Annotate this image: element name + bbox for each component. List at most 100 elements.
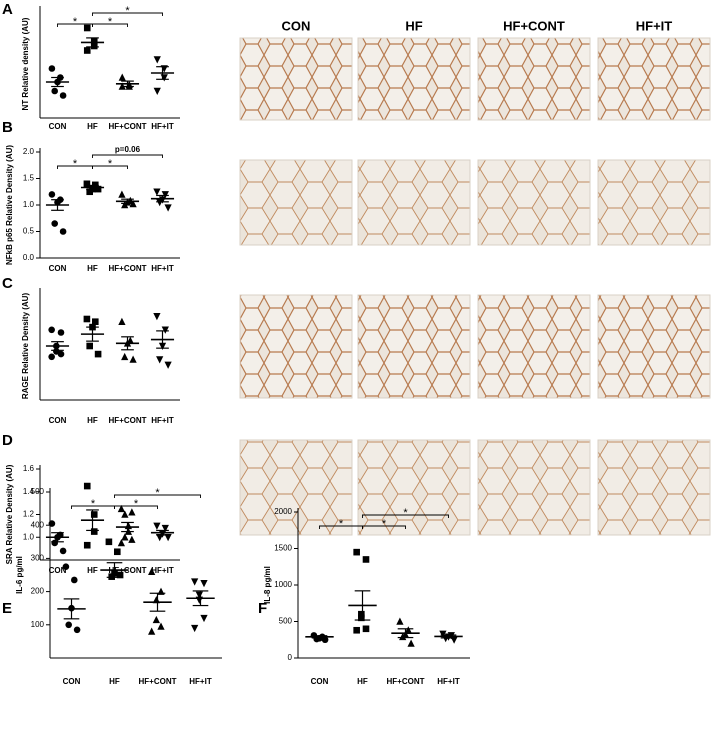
micrograph — [597, 439, 711, 536]
data-point — [116, 571, 124, 579]
data-point — [161, 326, 169, 334]
micrograph — [597, 294, 711, 399]
data-point — [59, 228, 67, 235]
x-tick-label: HF+IT — [151, 122, 174, 131]
data-point — [121, 510, 129, 518]
y-tick-label: 1.5 — [23, 174, 35, 183]
data-point — [118, 73, 126, 81]
x-tick-label: HF — [357, 677, 368, 686]
panel-letter: D — [2, 432, 13, 449]
data-point — [200, 580, 208, 588]
significance-bracket — [114, 494, 201, 498]
y-axis-label: NT Relative density (AU) — [21, 17, 30, 110]
x-tick-label: HF+CONT — [109, 416, 147, 425]
x-tick-label: HF+CONT — [109, 264, 147, 273]
data-point — [153, 522, 161, 530]
data-point — [71, 576, 78, 584]
significance-label: p=0.06 — [115, 145, 141, 154]
y-axis-label: NFkB p65 Relative Density (AU) — [5, 145, 14, 265]
data-point — [121, 533, 129, 541]
panel-letter: F — [258, 600, 267, 617]
data-point — [353, 626, 360, 634]
y-axis-label: IL-6 pg/ml — [15, 556, 24, 594]
data-point — [48, 65, 56, 72]
significance-label: * — [134, 498, 139, 510]
y-tick-label: 2.0 — [23, 147, 35, 156]
data-point — [156, 356, 164, 364]
x-tick-label: HF — [87, 416, 98, 425]
y-axis-label: IL-8 pg/ml — [263, 566, 272, 604]
data-point — [439, 630, 447, 638]
data-point — [86, 342, 93, 350]
x-tick-label: CON — [49, 122, 67, 131]
data-point — [57, 329, 65, 336]
y-tick-label: 0.0 — [23, 253, 35, 262]
data-point — [83, 482, 91, 490]
data-point — [164, 204, 172, 212]
data-point — [191, 578, 199, 586]
x-tick-label: HF+CONT — [139, 677, 177, 686]
data-point — [90, 511, 98, 518]
data-point — [153, 313, 161, 321]
micrograph — [477, 37, 591, 121]
x-tick-label: HF — [87, 122, 98, 131]
x-tick-label: CON — [49, 566, 67, 575]
data-point — [161, 191, 169, 199]
image-column-header: HF+CONT — [503, 18, 565, 33]
x-tick-label: HF — [87, 264, 98, 273]
micrograph — [239, 37, 353, 121]
y-tick-label: 500 — [31, 487, 45, 496]
data-point — [153, 56, 161, 64]
micrograph — [597, 37, 711, 121]
micrograph — [239, 439, 353, 536]
data-point — [148, 627, 156, 635]
data-point — [48, 326, 55, 334]
data-point — [57, 350, 65, 358]
data-point — [48, 191, 56, 198]
data-point — [152, 595, 160, 604]
y-tick-label: 200 — [31, 587, 45, 596]
significance-label: * — [73, 158, 78, 170]
data-point — [153, 87, 161, 95]
data-point — [108, 573, 115, 580]
y-tick-label: 1000 — [274, 580, 292, 589]
data-point — [358, 610, 365, 618]
significance-bracket — [92, 154, 163, 158]
x-tick-label: HF+IT — [151, 416, 174, 425]
data-point — [156, 199, 164, 207]
data-point — [156, 533, 164, 542]
micrograph — [357, 294, 471, 399]
x-tick-label: HF+CONT — [109, 122, 147, 131]
significance-bracket — [362, 525, 406, 529]
data-point — [399, 632, 407, 641]
x-tick-label: HF — [109, 677, 120, 686]
image-column-header: HF — [405, 18, 422, 33]
panel-letter: C — [2, 275, 13, 292]
data-point — [148, 567, 156, 575]
micrograph — [357, 37, 471, 121]
data-point — [62, 563, 70, 570]
data-point — [114, 548, 121, 556]
data-point — [128, 535, 136, 543]
significance-label: * — [339, 518, 344, 530]
data-point — [396, 617, 404, 625]
data-point — [83, 24, 91, 32]
x-tick-label: CON — [49, 416, 67, 425]
data-point — [407, 639, 415, 647]
micrograph — [477, 159, 591, 246]
data-point — [160, 74, 168, 82]
x-tick-label: CON — [63, 677, 81, 686]
data-point — [83, 315, 91, 323]
x-tick-label: HF — [87, 566, 98, 575]
data-point — [164, 533, 172, 542]
data-point — [92, 318, 99, 325]
micrograph — [477, 439, 591, 536]
data-point — [48, 353, 55, 361]
significance-label: * — [108, 16, 113, 28]
data-point — [362, 625, 370, 633]
y-tick-label: 1.6 — [23, 464, 35, 473]
data-point — [153, 188, 161, 196]
significance-label: * — [125, 5, 130, 17]
significance-bracket — [114, 505, 158, 509]
